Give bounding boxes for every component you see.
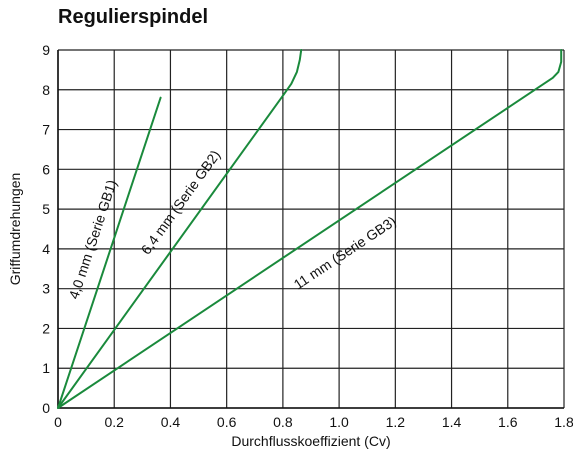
y-tick-label: 7 bbox=[42, 122, 50, 138]
y-axis-label: Griffumdrehungen bbox=[7, 173, 23, 286]
y-tick-label: 3 bbox=[42, 281, 50, 297]
series-label-3: 11 mm (Serie GB3) bbox=[291, 213, 399, 293]
series-labels: 4,0 mm (Serie GB1) 6,4 mm (Serie GB2) 11 m… bbox=[65, 147, 398, 301]
y-tick-labels: 0 1 2 3 4 5 6 7 8 9 bbox=[42, 42, 50, 416]
x-tick-label: 1.8 bbox=[554, 414, 573, 430]
series-label-2: 6,4 mm (Serie GB2) bbox=[138, 147, 224, 257]
y-tick-label: 2 bbox=[42, 320, 50, 336]
series-line-1 bbox=[57, 96, 162, 409]
series-label-1: 4,0 mm (Serie GB1) bbox=[65, 178, 119, 301]
y-tick-label: 6 bbox=[42, 161, 50, 177]
y-tick-label: 4 bbox=[42, 241, 50, 257]
x-tick-label: 0.2 bbox=[104, 414, 124, 430]
series-line-3 bbox=[57, 49, 563, 409]
y-tick-label: 5 bbox=[42, 201, 50, 217]
x-tick-labels: 0 0.2 0.4 0.6 0.8 1.0 1.2 1.4 1.6 1.8 bbox=[54, 414, 573, 430]
x-axis-label: Durchflusskoeffizient (Cv) bbox=[231, 433, 390, 449]
series-lines bbox=[57, 49, 563, 409]
x-tick-label: 1.2 bbox=[386, 414, 406, 430]
series-line-2 bbox=[57, 49, 303, 409]
x-tick-label: 0.4 bbox=[161, 414, 181, 430]
x-tick-label: 1.0 bbox=[329, 414, 349, 430]
x-tick-label: 1.6 bbox=[498, 414, 518, 430]
y-tick-label: 9 bbox=[42, 42, 50, 58]
y-tick-label: 0 bbox=[42, 400, 50, 416]
x-tick-label: 1.4 bbox=[442, 414, 462, 430]
x-tick-label: 0.8 bbox=[273, 414, 293, 430]
y-tick-label: 8 bbox=[42, 82, 50, 98]
grid bbox=[57, 49, 565, 409]
chart-title: Regulierspindel bbox=[58, 6, 209, 28]
x-tick-label: 0.6 bbox=[217, 414, 237, 430]
x-tick-label: 0 bbox=[54, 414, 62, 430]
y-tick-label: 1 bbox=[42, 360, 50, 376]
